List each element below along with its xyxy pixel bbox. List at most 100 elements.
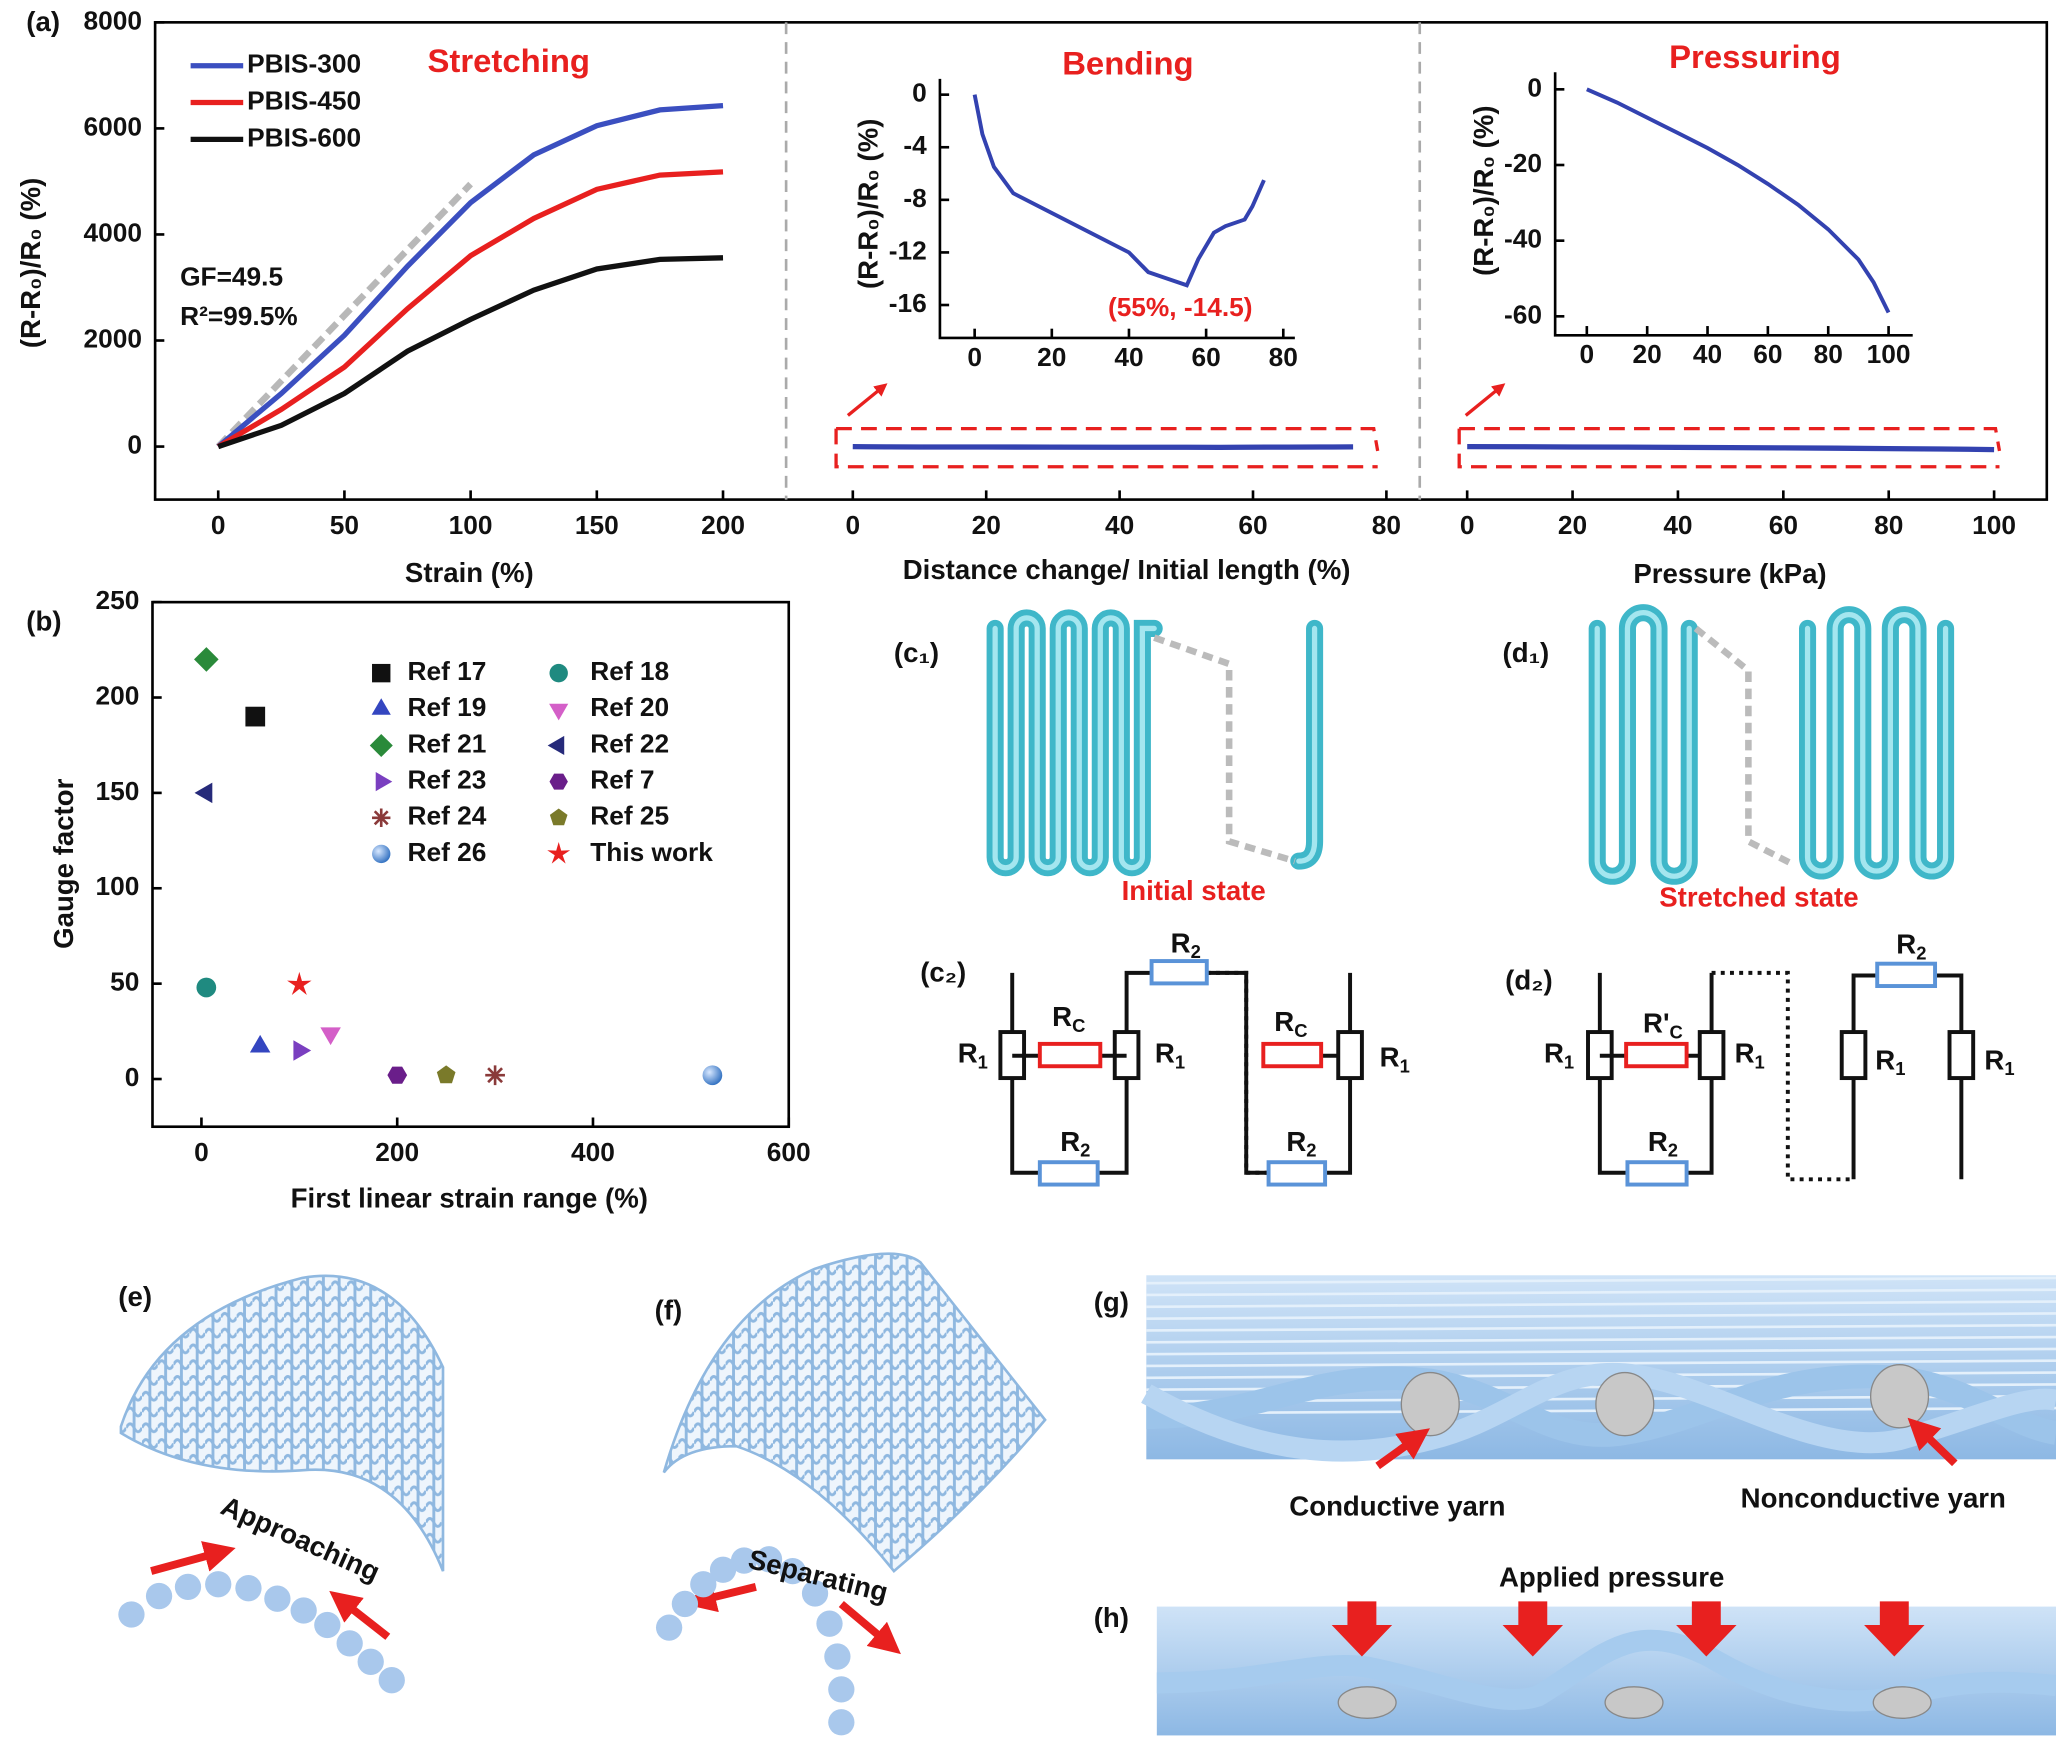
bead	[828, 1676, 855, 1703]
annotation: (55%, -14.5)	[1108, 292, 1253, 322]
x-tick-label: 0	[194, 1137, 209, 1167]
marker	[371, 698, 391, 715]
panel-a-frame	[153, 21, 2049, 501]
caption: Initial state	[1122, 875, 1266, 906]
resistor-sub: 1	[1755, 1051, 1765, 1072]
line	[216, 169, 724, 449]
resistor-sub: 2	[1080, 1140, 1090, 1161]
resistor-sub: 1	[978, 1051, 988, 1072]
bead	[290, 1597, 317, 1624]
bead	[655, 1614, 683, 1641]
resistor-label: R1	[1735, 1038, 1765, 1072]
x-tick-label: 200	[375, 1137, 419, 1167]
legend-label: Ref 19	[408, 692, 487, 722]
panel-label: (c₂)	[920, 957, 966, 988]
bead	[118, 1601, 145, 1628]
chart-title: Stretching	[428, 42, 590, 79]
chart-title: Bending	[1062, 44, 1193, 81]
marker	[372, 844, 391, 864]
marker	[372, 808, 391, 827]
y-axis-label: (R-R₀)/R₀ (%)	[15, 178, 46, 348]
inset-line	[1586, 87, 1891, 314]
resistor-label: R'C	[1643, 1008, 1683, 1042]
yarn-highlight	[1296, 625, 1318, 864]
x-tick-label: 100	[449, 510, 493, 540]
marker	[196, 977, 217, 998]
resistor-label: R1	[1875, 1045, 1905, 1079]
resistor-base: R	[1286, 1126, 1306, 1157]
bead	[755, 1546, 783, 1573]
x-tick-label: 0	[967, 342, 982, 372]
bead	[690, 1571, 717, 1598]
marker	[287, 971, 312, 995]
x-tick-label: 50	[330, 510, 359, 540]
resistor-base: R	[1544, 1038, 1564, 1069]
y-axis-label: Gauge factor	[48, 778, 79, 948]
legend-label: Ref 18	[590, 656, 669, 686]
y-tick-label: 2000	[84, 323, 142, 353]
marker	[702, 1065, 723, 1086]
y-tick-label: 0	[125, 1062, 140, 1092]
resistor-sub: 1	[1895, 1058, 1905, 1079]
resistor-sub: C	[1072, 1015, 1085, 1036]
resistor-base: R	[1896, 929, 1916, 960]
x-tick-label: 20	[1558, 510, 1587, 540]
bead	[235, 1575, 262, 1602]
resistor-base: R	[1875, 1045, 1895, 1076]
marker	[549, 773, 568, 790]
bead	[205, 1571, 232, 1598]
fabric-thread	[1146, 1335, 2056, 1344]
x-tick-label: 80	[1372, 510, 1401, 540]
y-tick-label: 100	[95, 871, 139, 901]
x-axis-label: First linear strain range (%)	[291, 1183, 648, 1214]
marker	[485, 1065, 505, 1086]
x-tick-label: 40	[1114, 342, 1143, 372]
marker	[549, 703, 569, 721]
resistor-base: R	[1380, 1042, 1400, 1073]
bead	[730, 1547, 758, 1574]
x-tick-label: 40	[1105, 510, 1134, 540]
resistor-label: R2	[1171, 928, 1201, 962]
inset-y-label: (R-R₀)/R₀ (%)	[1468, 105, 1499, 275]
marker	[249, 1034, 271, 1053]
x-tick-label: 150	[575, 510, 619, 540]
marker	[245, 706, 266, 727]
resistor-sub: 2	[1306, 1140, 1316, 1161]
y-tick-label: 0	[127, 430, 142, 460]
annotation: R²=99.5%	[180, 301, 298, 331]
chart-title: Pressuring	[1669, 38, 1841, 75]
fabric-thread	[1146, 1323, 2056, 1332]
legend-label: Ref 24	[408, 801, 487, 831]
resistor-base: R	[1171, 928, 1191, 959]
yarn	[1588, 604, 1698, 885]
resistor-sub: 2	[1191, 941, 1201, 962]
beads	[118, 1546, 855, 1736]
x-tick-label: 20	[1633, 339, 1662, 369]
resistor-base: R	[1060, 1126, 1080, 1157]
x-tick-label: 100	[1972, 510, 2016, 540]
resistor-sub: 1	[2004, 1058, 2014, 1079]
resistor-sub: 1	[1400, 1055, 1410, 1076]
bead	[174, 1573, 202, 1601]
panel-label: (c₁)	[894, 637, 939, 668]
bead	[709, 1556, 737, 1583]
x-axis-label: Pressure (kPa)	[1633, 558, 1826, 589]
legend-label: Ref 26	[408, 837, 487, 867]
y-tick-label: 4000	[84, 217, 142, 247]
resistor-sub: 2	[1668, 1140, 1678, 1161]
bead	[264, 1585, 291, 1612]
legend-label: Ref 17	[408, 656, 487, 686]
marker	[194, 647, 219, 672]
inset-y-label: (R-R₀)/R₀ (%)	[853, 119, 884, 289]
panel-label: (f)	[655, 1294, 683, 1325]
x-tick-label: 0	[846, 510, 861, 540]
resistor-label: R1	[1984, 1045, 2014, 1079]
bead	[378, 1667, 405, 1694]
resistor-base: R'	[1643, 1008, 1669, 1039]
x-tick-label: 40	[1663, 510, 1692, 540]
x-tick-label: 60	[1192, 342, 1221, 372]
legend-label: PBIS-450	[247, 85, 361, 115]
annotation: GF=49.5	[180, 262, 283, 292]
marker	[547, 841, 571, 864]
